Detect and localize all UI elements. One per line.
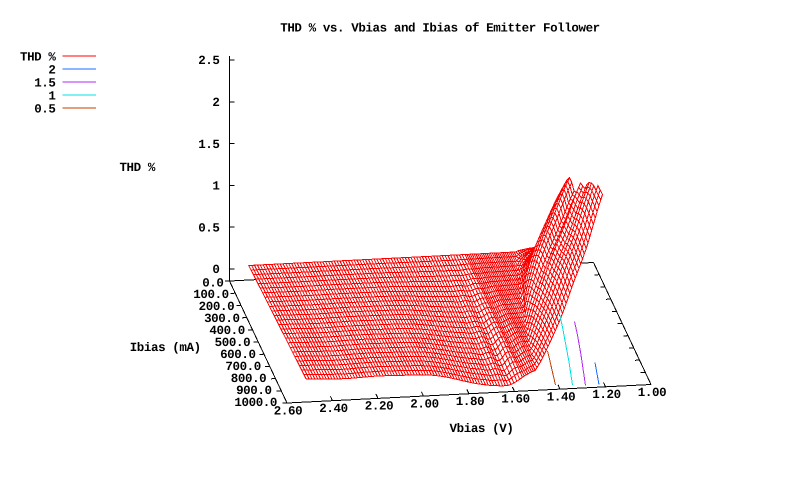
- svg-text:2: 2: [212, 96, 219, 110]
- svg-text:2: 2: [48, 64, 55, 78]
- svg-text:1.5: 1.5: [198, 138, 219, 152]
- svg-text:THD %: THD %: [20, 51, 56, 65]
- svg-text:THD % vs. Vbias and Ibias of E: THD % vs. Vbias and Ibias of Emitter Fol…: [280, 22, 600, 36]
- svg-text:900.0: 900.0: [236, 384, 272, 398]
- svg-text:1000.0: 1000.0: [234, 396, 277, 410]
- svg-text:2.40: 2.40: [319, 402, 347, 416]
- svg-text:600.0: 600.0: [220, 348, 256, 362]
- svg-text:0.0: 0.0: [202, 276, 223, 290]
- svg-text:Ibias (mA): Ibias (mA): [130, 341, 201, 355]
- svg-text:Vbias (V): Vbias (V): [450, 422, 514, 436]
- svg-text:1.80: 1.80: [456, 395, 484, 409]
- svg-text:200.0: 200.0: [199, 300, 235, 314]
- svg-text:100.0: 100.0: [193, 288, 229, 302]
- svg-text:1.60: 1.60: [501, 393, 529, 407]
- svg-text:0.5: 0.5: [34, 103, 55, 117]
- svg-text:0.5: 0.5: [198, 221, 219, 235]
- svg-text:1: 1: [48, 90, 55, 104]
- svg-text:400.0: 400.0: [209, 324, 245, 338]
- svg-text:2.60: 2.60: [274, 404, 302, 418]
- svg-text:THD %: THD %: [119, 161, 155, 175]
- svg-text:2.00: 2.00: [410, 397, 438, 411]
- svg-text:2.20: 2.20: [365, 400, 393, 414]
- svg-text:2.5: 2.5: [198, 54, 219, 68]
- svg-text:1.40: 1.40: [547, 390, 575, 404]
- svg-text:1.5: 1.5: [34, 77, 55, 91]
- svg-text:800.0: 800.0: [231, 372, 267, 386]
- svg-text:300.0: 300.0: [204, 312, 240, 326]
- svg-text:1.20: 1.20: [592, 388, 620, 402]
- svg-text:1: 1: [212, 180, 219, 194]
- svg-text:700.0: 700.0: [225, 360, 261, 374]
- svg-text:0: 0: [212, 263, 219, 277]
- svg-text:500.0: 500.0: [215, 336, 251, 350]
- svg-text:1.00: 1.00: [638, 386, 666, 400]
